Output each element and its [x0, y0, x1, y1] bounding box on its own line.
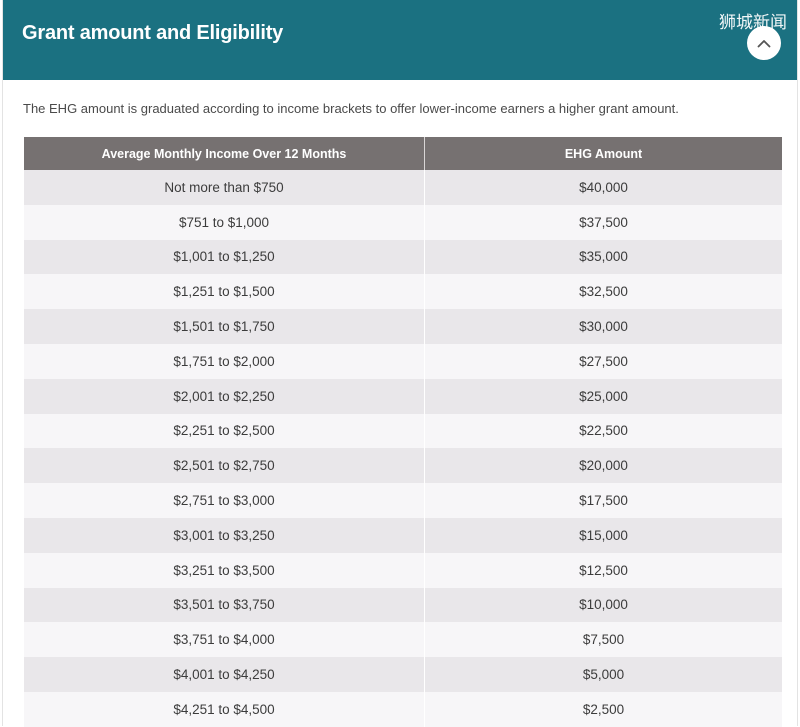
- grant-amount-cell: $15,000: [424, 517, 782, 553]
- income-bracket-cell: $1,001 to $1,250: [24, 239, 425, 275]
- intro-text: The EHG amount is graduated according to…: [23, 101, 679, 116]
- column-header-income: Average Monthly Income Over 12 Months: [24, 137, 425, 170]
- grant-amount-cell: $5,000: [424, 657, 782, 692]
- accordion-header[interactable]: Grant amount and Eligibility 狮城新闻: [3, 0, 797, 80]
- grant-amount-cell: $7,500: [424, 622, 782, 658]
- table-row: $751 to $1,000 $37,500: [24, 204, 782, 240]
- grant-amount-cell: $27,500: [424, 343, 782, 379]
- collapse-button[interactable]: [747, 26, 781, 60]
- table-row: $1,751 to $2,000 $27,500: [24, 343, 782, 379]
- table-row: $4,001 to $4,250 $5,000: [24, 657, 782, 692]
- income-bracket-cell: $3,001 to $3,250: [24, 517, 425, 553]
- table-row: $3,751 to $4,000 $7,500: [24, 622, 782, 658]
- grant-amount-cell: $40,000: [424, 170, 782, 205]
- table-row: $4,251 to $4,500 $2,500: [24, 691, 782, 727]
- grant-amount-cell: $2,500: [424, 691, 782, 727]
- grant-amount-cell: $37,500: [424, 204, 782, 240]
- income-bracket-cell: $2,251 to $2,500: [24, 413, 425, 449]
- table-row: $1,501 to $1,750 $30,000: [24, 309, 782, 344]
- income-bracket-cell: $2,001 to $2,250: [24, 378, 425, 414]
- income-bracket-cell: Not more than $750: [24, 170, 425, 205]
- accordion-title: Grant amount and Eligibility: [22, 22, 284, 44]
- income-bracket-cell: $2,751 to $3,000: [24, 483, 425, 518]
- income-bracket-cell: $3,751 to $4,000: [24, 622, 425, 658]
- table-header-row: Average Monthly Income Over 12 Months EH…: [24, 137, 782, 170]
- grant-amount-cell: $12,500: [424, 552, 782, 588]
- table-body: Not more than $750 $40,000 $751 to $1,000 $…: [24, 170, 782, 727]
- income-bracket-cell: $4,251 to $4,500: [24, 691, 425, 727]
- income-bracket-cell: $1,501 to $1,750: [24, 309, 425, 344]
- grant-amount-cell: $17,500: [424, 483, 782, 518]
- grant-table-container: Average Monthly Income Over 12 Months EH…: [24, 137, 782, 727]
- chevron-up-icon: [757, 39, 771, 48]
- income-bracket-cell: $1,251 to $1,500: [24, 274, 425, 310]
- grant-table: Average Monthly Income Over 12 Months EH…: [24, 137, 782, 727]
- table-row: $2,251 to $2,500 $22,500: [24, 413, 782, 449]
- income-bracket-cell: $3,501 to $3,750: [24, 587, 425, 623]
- grant-amount-cell: $35,000: [424, 239, 782, 275]
- table-row: $2,751 to $3,000 $17,500: [24, 483, 782, 518]
- income-bracket-cell: $2,501 to $2,750: [24, 448, 425, 484]
- grant-amount-cell: $22,500: [424, 413, 782, 449]
- table-row: $1,251 to $1,500 $32,500: [24, 274, 782, 310]
- table-row: $1,001 to $1,250 $35,000: [24, 239, 782, 275]
- grant-amount-cell: $32,500: [424, 274, 782, 310]
- grant-amount-cell: $25,000: [424, 378, 782, 414]
- grant-amount-cell: $30,000: [424, 309, 782, 344]
- table-row: $3,251 to $3,500 $12,500: [24, 552, 782, 588]
- income-bracket-cell: $751 to $1,000: [24, 204, 425, 240]
- income-bracket-cell: $4,001 to $4,250: [24, 657, 425, 692]
- table-row: $3,001 to $3,250 $15,000: [24, 517, 782, 553]
- income-bracket-cell: $3,251 to $3,500: [24, 552, 425, 588]
- table-row: $2,501 to $2,750 $20,000: [24, 448, 782, 484]
- grant-amount-cell: $20,000: [424, 448, 782, 484]
- table-row: Not more than $750 $40,000: [24, 170, 782, 205]
- column-header-amount: EHG Amount: [424, 137, 782, 170]
- grant-amount-cell: $10,000: [424, 587, 782, 623]
- table-row: $3,501 to $3,750 $10,000: [24, 587, 782, 623]
- income-bracket-cell: $1,751 to $2,000: [24, 343, 425, 379]
- table-row: $2,001 to $2,250 $25,000: [24, 378, 782, 414]
